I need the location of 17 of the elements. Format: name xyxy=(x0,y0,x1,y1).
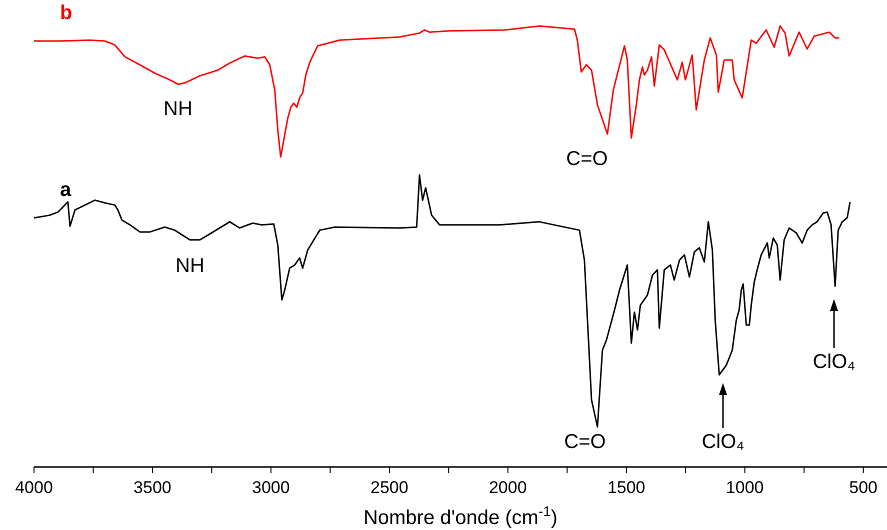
x-tick-label: 500 xyxy=(849,478,878,497)
series-label: a xyxy=(60,178,72,201)
series-label: b xyxy=(60,2,72,24)
x-tick-label: 2000 xyxy=(488,478,527,497)
x-tick-label: 2500 xyxy=(370,478,408,497)
x-tick-label: 1500 xyxy=(607,478,646,497)
x-tick-label: 3000 xyxy=(252,478,290,497)
annotation: NH xyxy=(176,255,204,277)
x-tick-label: 4000 xyxy=(15,478,53,497)
annotation: ClO₄ xyxy=(702,431,744,453)
annotation: ClO₄ xyxy=(812,351,856,373)
annotation: NH xyxy=(164,98,192,120)
annotation: C=O xyxy=(564,431,606,453)
x-axis-title: Nombre d'onde (cm$^{-1}$) xyxy=(363,503,558,529)
x-tick-label: 1000 xyxy=(726,478,764,497)
x-tick-label: 3500 xyxy=(134,478,172,497)
annotation: C=O xyxy=(566,148,608,170)
